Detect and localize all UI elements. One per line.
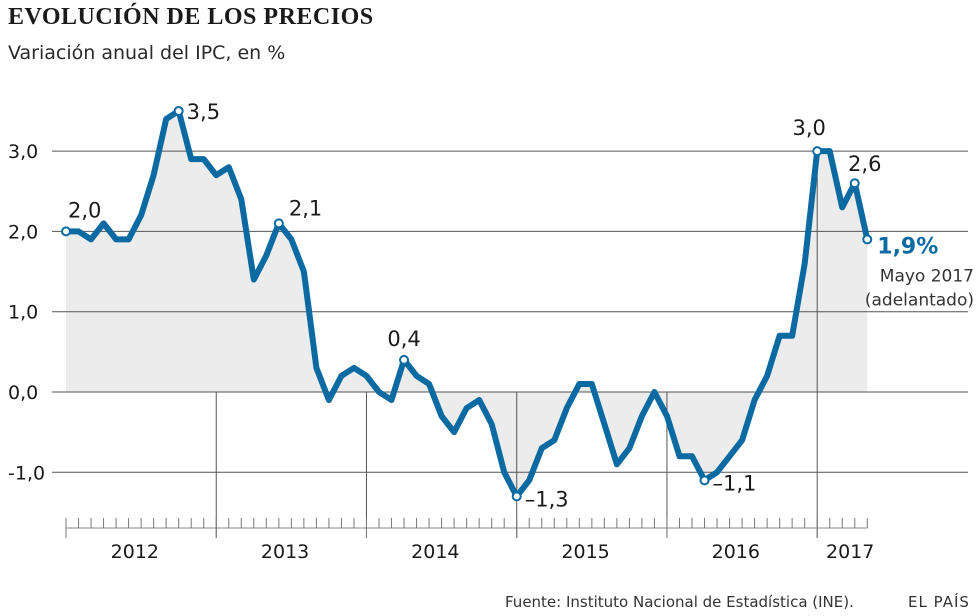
x-tick-label: 2015 xyxy=(561,541,609,563)
data-label: 2,1 xyxy=(289,196,322,220)
data-point-marker xyxy=(812,146,823,157)
data-label: 3,5 xyxy=(187,100,220,124)
data-point-marker xyxy=(61,226,71,237)
data-point-marker xyxy=(862,234,873,245)
data-point-marker xyxy=(399,354,410,365)
grid-layer: 3,0 2,0 1,0 0,0 -1,0 xyxy=(8,141,968,538)
data-point-marker xyxy=(173,105,184,116)
last-point-note: Mayo 2017 xyxy=(880,266,974,286)
data-label: –1,1 xyxy=(713,471,757,495)
latest-value-label: 1,9% xyxy=(877,234,938,259)
x-tick-label: 2012 xyxy=(111,541,159,563)
data-point-marker xyxy=(511,491,522,502)
x-tick-label: 2016 xyxy=(712,541,760,563)
x-axis-layer: 2012 2013 2014 2015 2016 2017 xyxy=(65,518,874,563)
data-label: 0,4 xyxy=(387,327,420,351)
series-line-layer xyxy=(63,107,871,500)
y-tick-label: 3,0 xyxy=(8,141,38,163)
y-tick-label: 0,0 xyxy=(8,382,38,404)
data-label: 3,0 xyxy=(792,116,825,140)
y-tick-label: 2,0 xyxy=(8,221,38,243)
source-note: Fuente: Instituto Nacional de Estadístic… xyxy=(505,593,854,611)
chart-title: EVOLUCIÓN DE LOS PRECIOS xyxy=(8,4,374,30)
area-fill-layer xyxy=(66,110,868,497)
data-point-marker xyxy=(273,218,284,229)
y-tick-label: 1,0 xyxy=(8,302,38,324)
y-tick-label: -1,0 xyxy=(8,462,45,484)
data-label: 2,6 xyxy=(848,152,881,176)
x-tick-label: 2017 xyxy=(826,541,874,563)
ipc-series-line xyxy=(63,107,871,500)
data-label: 2,0 xyxy=(68,198,101,222)
data-label: –1,3 xyxy=(525,487,569,511)
data-point-marker xyxy=(699,475,710,486)
data-point-marker xyxy=(849,178,860,189)
last-point-note: (adelantado) xyxy=(865,290,974,310)
chart-subtitle: Variación anual del IPC, en % xyxy=(8,42,286,64)
area-fill xyxy=(66,110,868,497)
brand-logo-text: EL PAÍS xyxy=(908,593,970,611)
labels-layer: 2,0 3,5 2,1 0,4 –1,3 –1,1 3,0 2,6 1,9% Mayo 2017 (… xyxy=(61,100,974,511)
x-tick-label: 2014 xyxy=(411,541,459,563)
x-tick-label: 2013 xyxy=(261,541,309,563)
